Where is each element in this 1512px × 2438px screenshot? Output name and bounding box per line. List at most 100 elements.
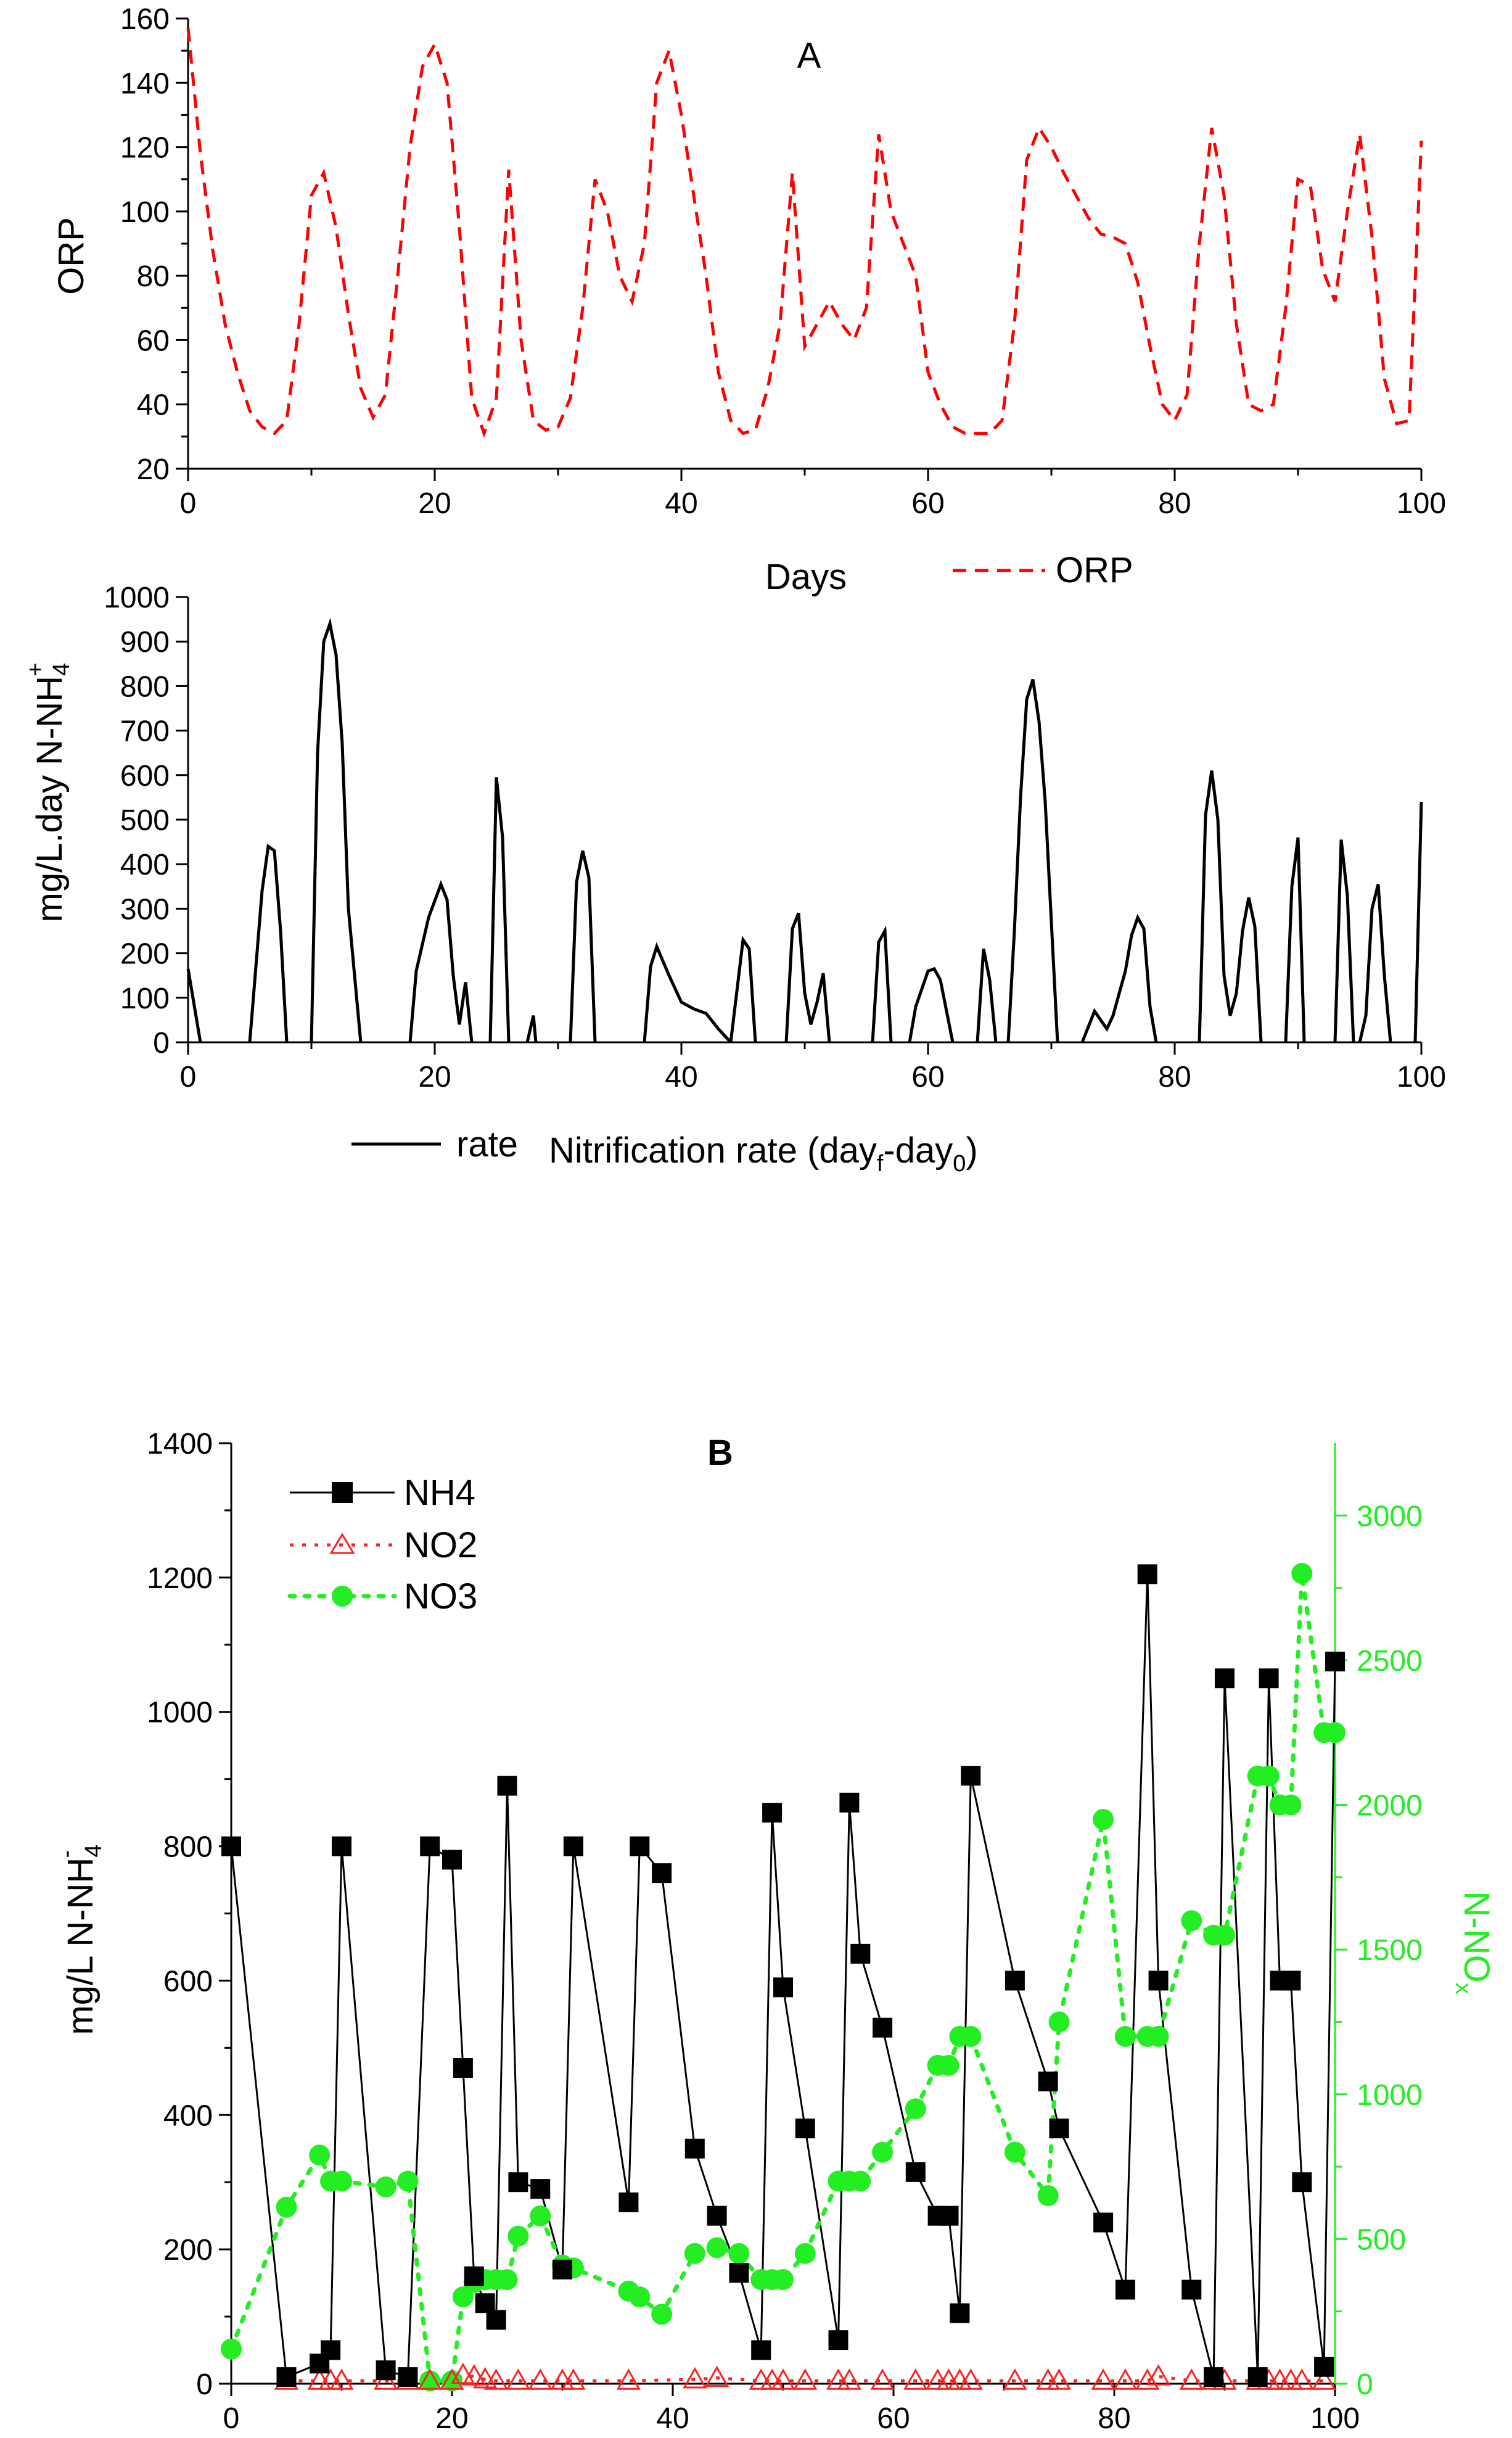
rate-y-tick-label: 900 — [120, 626, 170, 659]
no2-data-point — [440, 2368, 464, 2390]
no3-data-point — [507, 2225, 529, 2247]
nh4-data-point — [497, 1776, 517, 1796]
panel-b-x-tick-label: 60 — [877, 2402, 910, 2435]
panel-b-y2-axis-label: N-NOx — [1450, 1891, 1497, 1994]
no3-data-point — [794, 2242, 816, 2264]
panel-b-y-axis-label: mg/L N-NH4- — [54, 1844, 107, 2035]
nh4-series-line — [230, 1574, 1336, 2379]
panel-b-y-tick-label: 400 — [163, 2099, 213, 2132]
no2-data-point — [958, 2368, 983, 2390]
no3-data-point — [1258, 1765, 1280, 1787]
no2-data-point — [837, 2368, 861, 2390]
nh4-data-point — [762, 1803, 783, 1823]
rate-x-axis-label-sub-0: 0 — [953, 1151, 966, 1177]
no3-data-point — [331, 2170, 352, 2192]
chart-panel-nitrification-rate: 0 20 40 60 80 1000100200300400500600700800900… — [23, 582, 1446, 1177]
nh4-data-point — [442, 1850, 462, 1870]
panel-b-x-tick-label: 20 — [435, 2402, 468, 2435]
no3-data-point — [706, 2237, 728, 2259]
nh4-data-point — [276, 2367, 297, 2387]
no3-data-point — [530, 2205, 551, 2226]
nh4-data-point — [464, 2266, 484, 2286]
no2-data-point — [462, 2364, 487, 2386]
rate-y-tick-label: 1000 — [104, 582, 170, 614]
nh4-data-point — [563, 1836, 583, 1856]
no3-data-point — [905, 2098, 926, 2120]
panel-b-y2-tick-label: 1500 — [1357, 1934, 1423, 1967]
no3-data-point — [773, 2269, 794, 2291]
panel-b-y-axis-label-sup: - — [54, 1850, 80, 1858]
nh4-data-point — [950, 2303, 970, 2323]
rate-x-axis-label-sub-f: f — [877, 1151, 884, 1177]
rate-y-tick-label: 700 — [120, 715, 170, 748]
no3-data-point — [872, 2141, 894, 2163]
no3-data-point — [221, 2338, 242, 2360]
no2-data-point — [561, 2368, 586, 2390]
rate-series-line — [186, 617, 1423, 1044]
no2-data-point — [1146, 2364, 1171, 2386]
panel-b-y2-axis-label-sub: x — [1450, 1983, 1476, 1995]
nh4-data-point — [795, 2119, 815, 2139]
nh4-data-point — [1005, 1971, 1025, 1991]
rate-y-tick-label: 600 — [120, 760, 170, 793]
nh4-data-point — [773, 1977, 793, 1998]
rate-y-tick-label: 300 — [120, 893, 170, 926]
no2-data-point — [506, 2368, 530, 2390]
nh4-data-point — [332, 1836, 351, 1856]
rate-legend-label: rate — [456, 1124, 518, 1164]
nh4-data-point — [221, 1836, 241, 1856]
no3-data-point — [375, 2176, 396, 2197]
no2-data-point — [1046, 2368, 1072, 2390]
nh4-data-point — [905, 2162, 926, 2182]
orp-y-tick-label: 40 — [137, 389, 170, 422]
nh4-data-point — [1215, 1668, 1235, 1689]
panel-a-x-axis-label: Days — [765, 557, 847, 597]
no2-data-point — [473, 2366, 498, 2389]
no2-data-point — [1312, 2368, 1336, 2390]
orp-y-tick-label: 80 — [137, 260, 170, 293]
nh4-legend-label: NH4 — [404, 1473, 475, 1513]
nh4-data-point — [420, 1836, 440, 1856]
orp-legend-label: ORP — [1056, 550, 1133, 590]
panel-b-y-tick-label: 200 — [163, 2234, 213, 2267]
nh4-data-point — [1093, 2212, 1114, 2233]
no3-data-point — [684, 2242, 705, 2264]
no2-data-point — [683, 2366, 707, 2389]
no3-data-point — [850, 2170, 871, 2192]
nh4-data-point — [1292, 2172, 1312, 2193]
no2-data-point — [771, 2368, 795, 2390]
orp-y-tick-label: 140 — [120, 67, 170, 100]
panel-b-x-tick-label: 40 — [656, 2402, 689, 2435]
chart-panel-a-orp: 0 20 40 60 80 100 20 40 60 80 100 120 140 160 A ORP D… — [51, 3, 1446, 597]
no2-legend-marker — [329, 1533, 355, 1554]
orp-x-tick-label: 80 — [1158, 487, 1191, 520]
panel-b-y-axis-label-main: mg/L N-NH — [60, 1858, 101, 2035]
panel-b-y-tick-label: 1000 — [147, 1697, 213, 1729]
nh4-data-point — [1148, 1971, 1169, 1991]
no2-data-point — [484, 2368, 509, 2390]
rate-y-tick-label: 400 — [120, 849, 170, 881]
chart-panel-b-nitrogen: 0 20 40 60 80 1000200400600800100012001400050… — [54, 1428, 1497, 2435]
nh4-data-point — [707, 2205, 727, 2226]
orp-x-tick-label: 60 — [911, 487, 944, 520]
panel-b-y2-tick-label: 1000 — [1357, 2079, 1423, 2112]
orp-series-line — [186, 28, 1423, 439]
rate-y-axis-label-main: mg/L.day N-NH — [30, 676, 70, 923]
panel-b-y-tick-label: 1400 — [147, 1428, 213, 1460]
no3-data-point — [1037, 2185, 1059, 2206]
rate-x-axis-label-a: Nitrification rate (day — [549, 1130, 877, 1171]
no3-data-point — [1181, 1910, 1202, 1932]
nh4-data-point — [1137, 1564, 1157, 1584]
no3-data-point — [1093, 1809, 1114, 1830]
no3-legend-label: NO3 — [404, 1576, 477, 1616]
panel-b-y2-axis-label-main: N-NO — [1457, 1891, 1497, 1982]
no3-data-point — [728, 2242, 750, 2264]
panel-b-x-tick-label: 80 — [1098, 2402, 1130, 2435]
no3-data-point — [1214, 1924, 1235, 1946]
nh4-data-point — [850, 1943, 871, 1964]
no3-data-point — [1291, 1563, 1313, 1584]
orp-x-tick-label: 100 — [1397, 487, 1446, 520]
nh4-data-point — [453, 2058, 473, 2078]
panel-b-y2-tick-label: 500 — [1357, 2223, 1406, 2256]
